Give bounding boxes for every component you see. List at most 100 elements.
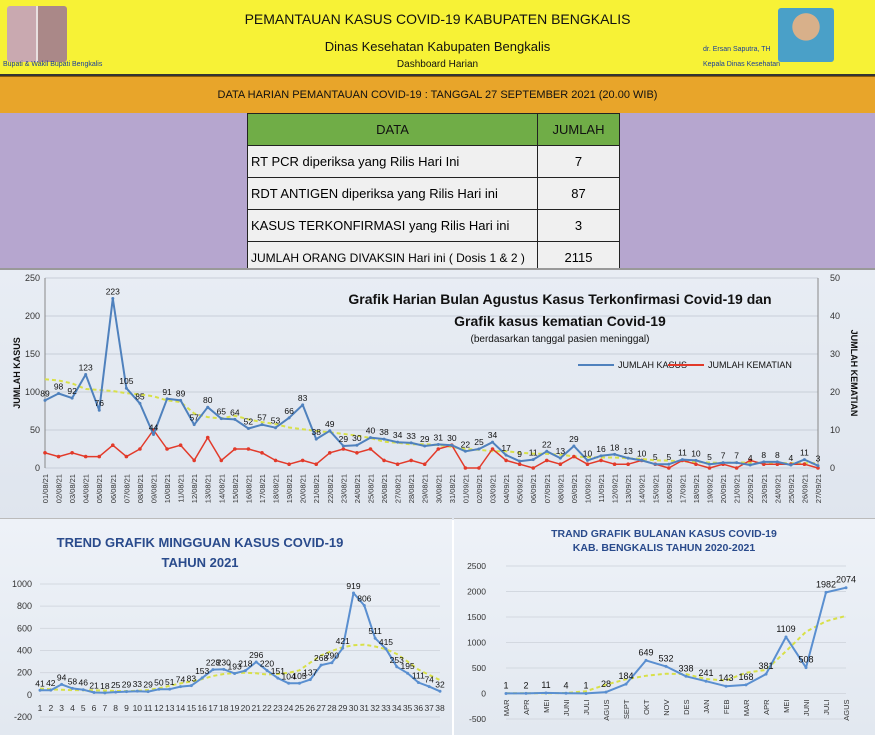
- banner-text: DATA HARIAN PEMANTAUAN COVID-19 : TANGGA…: [217, 89, 658, 101]
- x-tick-label: 30: [349, 703, 359, 713]
- x-tick-label: 35: [403, 703, 413, 713]
- data-point: [664, 664, 668, 668]
- data-label: 30: [352, 433, 362, 443]
- data-label: 5: [707, 452, 712, 462]
- header-bar: PEMANTAUAN KASUS COVID-19 KABUPATEN BENG…: [0, 0, 875, 76]
- case-point: [463, 449, 467, 453]
- row-value: 87: [537, 177, 620, 210]
- death-point: [558, 462, 563, 466]
- x-tick-label: 22/09/21: [746, 474, 755, 503]
- data-label: 338: [678, 663, 693, 673]
- data-point: [308, 678, 312, 682]
- death-point: [43, 451, 47, 455]
- x-tick-label: 26: [306, 703, 316, 713]
- data-label: 415: [379, 637, 393, 647]
- data-label: 184: [618, 671, 633, 681]
- x-tick-label: 19: [230, 703, 240, 713]
- death-point: [233, 447, 237, 451]
- data-label: 11: [678, 448, 687, 458]
- x-tick-label: 4: [70, 703, 75, 713]
- data-label: 74: [424, 675, 434, 685]
- y-tick-label: 100: [25, 387, 40, 397]
- data-label: 25: [474, 437, 484, 447]
- x-tick-label: 3: [59, 703, 64, 713]
- data-label: 11: [541, 680, 550, 690]
- data-label: 919: [346, 581, 360, 591]
- case-point: [70, 396, 74, 400]
- y2-tick-label: 20: [830, 387, 840, 397]
- data-label: 74: [176, 675, 186, 685]
- x-tick-label: APR: [762, 699, 771, 715]
- x-tick-label: 18/09/21: [692, 474, 701, 503]
- x-tick-label: 23/09/21: [760, 474, 769, 503]
- data-label: 268: [314, 653, 328, 663]
- x-tick-label: 12/09/21: [611, 474, 620, 503]
- data-point: [103, 691, 107, 695]
- y-tick-label: 1500: [467, 612, 486, 622]
- x-tick-label: 07/08/21: [122, 474, 131, 503]
- death-point: [341, 447, 346, 451]
- data-label: 16: [596, 444, 606, 454]
- case-point: [518, 459, 522, 463]
- y-tick-label: 0: [35, 463, 40, 473]
- x-tick-label: 10/08/21: [163, 474, 172, 503]
- x-tick-label: 09/09/21: [570, 474, 579, 503]
- data-label: 5: [653, 452, 658, 462]
- case-point: [368, 436, 372, 440]
- legend-label: JUMLAH KASUS: [618, 360, 687, 370]
- data-label: 1109: [776, 624, 795, 634]
- data-point: [168, 687, 172, 691]
- chart-title: TRAND GRAFIK BULANAN KASUS COVID-19: [551, 528, 777, 540]
- death-point: [300, 458, 305, 463]
- data-label: 38: [379, 427, 389, 437]
- data-label: 4: [748, 453, 753, 463]
- data-label: 123: [79, 363, 93, 373]
- data-label: 29: [569, 434, 579, 444]
- data-point: [406, 671, 410, 675]
- x-tick-label: 13/08/21: [204, 474, 213, 503]
- death-point: [612, 462, 617, 466]
- data-label: 92: [67, 386, 77, 396]
- data-label: 10: [691, 448, 701, 458]
- death-point: [816, 466, 820, 470]
- case-point: [721, 461, 725, 465]
- case-point: [314, 437, 318, 441]
- x-tick-label: 17/08/21: [258, 474, 267, 503]
- case-point: [450, 443, 454, 447]
- data-point: [416, 681, 420, 685]
- data-label: 21: [89, 681, 99, 691]
- x-tick-label: 6: [92, 703, 97, 713]
- data-label: 649: [638, 647, 653, 657]
- data-point: [395, 665, 399, 669]
- death-point: [138, 447, 142, 451]
- case-point: [599, 454, 603, 458]
- x-tick-label: 28: [327, 703, 337, 713]
- x-tick-label: 03/08/21: [68, 474, 77, 503]
- x-tick-label: 17: [208, 703, 218, 713]
- x-tick-label: 14/09/21: [638, 474, 647, 503]
- data-point: [189, 684, 193, 688]
- data-label: 151: [271, 666, 285, 676]
- x-tick-label: 06/08/21: [109, 474, 118, 503]
- y-tick-label: 150: [25, 349, 40, 359]
- x-tick-label: 30/08/21: [434, 474, 443, 503]
- case-point: [585, 458, 589, 462]
- case-point: [680, 458, 684, 462]
- x-tick-label: JUNI: [802, 700, 811, 717]
- death-point: [260, 451, 264, 455]
- data-label: 41: [35, 678, 45, 688]
- data-label: 8: [761, 450, 766, 460]
- x-tick-label: 24/08/21: [353, 474, 362, 503]
- data-label: 296: [249, 650, 263, 660]
- data-point: [564, 691, 568, 695]
- x-tick-label: 16/08/21: [244, 474, 253, 503]
- data-label: 32: [435, 679, 445, 689]
- data-label: 5: [666, 452, 671, 462]
- y-tick-label: 200: [17, 668, 32, 678]
- x-tick-label: 27: [316, 703, 326, 713]
- data-label: 13: [556, 446, 566, 456]
- data-point: [438, 689, 442, 693]
- data-label: 22: [461, 439, 471, 449]
- x-tick-label: 19/08/21: [285, 474, 294, 503]
